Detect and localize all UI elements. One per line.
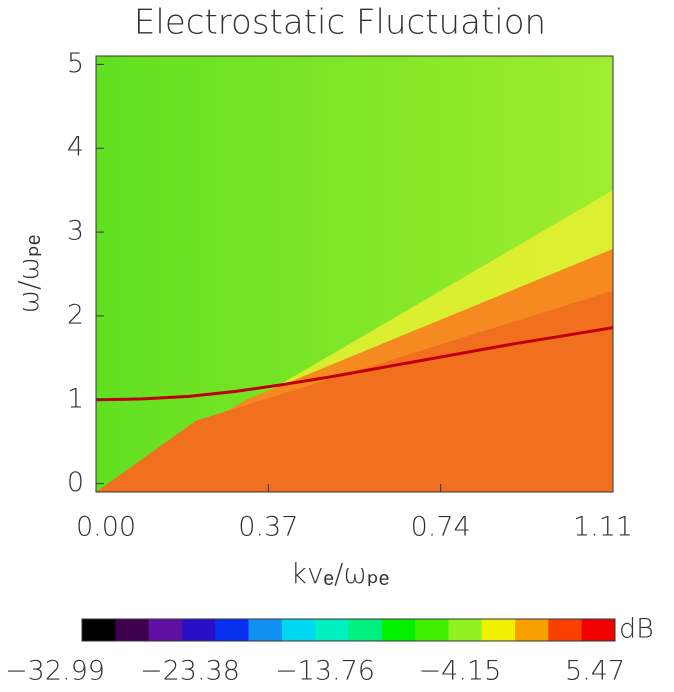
colorbar-frame [81, 618, 616, 642]
x-tick-label: 0.74 [411, 512, 471, 543]
colorbar-swatch [381, 619, 416, 641]
x-tick-label: 0.00 [76, 512, 136, 543]
y-tick-label: 0 [67, 467, 84, 498]
colorbar-swatch [448, 619, 483, 641]
colorbar-tick-label: −32.99 [5, 656, 105, 687]
colorbar-swatch [281, 619, 316, 641]
plot-frame [95, 55, 614, 493]
colorbar-swatch [415, 619, 449, 641]
colorbar-swatch [82, 619, 116, 641]
colorbar-swatch [515, 619, 549, 641]
colorbar-swatch [581, 619, 616, 641]
x-tick-label: 1.11 [573, 512, 633, 543]
colorbar-unit: dB [619, 614, 654, 645]
colorbar-tick-label: −23.38 [140, 656, 240, 687]
y-tick-label: 1 [67, 383, 84, 414]
orange-core [96, 290, 613, 492]
colorbar-tick-label: −13.76 [275, 656, 375, 687]
colorbar-swatch [548, 619, 583, 641]
colorbar-swatch [315, 619, 349, 641]
dispersion-curve [95, 326, 614, 402]
colorbar-swatch [115, 619, 150, 641]
y-axis-label: ω/ωₚₑ [12, 235, 45, 314]
chart-title: Electrostatic Fluctuation [134, 3, 546, 43]
x-tick-label: 0.37 [238, 512, 298, 543]
y-tick-label: 5 [67, 48, 84, 79]
colorbar-tick-label: 5.47 [565, 656, 625, 687]
x-axis-label: kvₑ/ωₚₑ [291, 557, 389, 590]
colorbar-swatch [215, 619, 250, 641]
colorbar-swatch [148, 619, 183, 641]
y-tick-label: 2 [67, 299, 84, 330]
colorbar-swatch [348, 619, 383, 641]
y-tick-label: 4 [67, 132, 84, 163]
colorbar-tick-label: −4.15 [419, 656, 502, 687]
colorbar-swatch [481, 619, 516, 641]
colorbar-swatch [248, 619, 283, 641]
y-tick-label: 3 [67, 216, 84, 247]
colorbar-swatch [181, 619, 216, 641]
